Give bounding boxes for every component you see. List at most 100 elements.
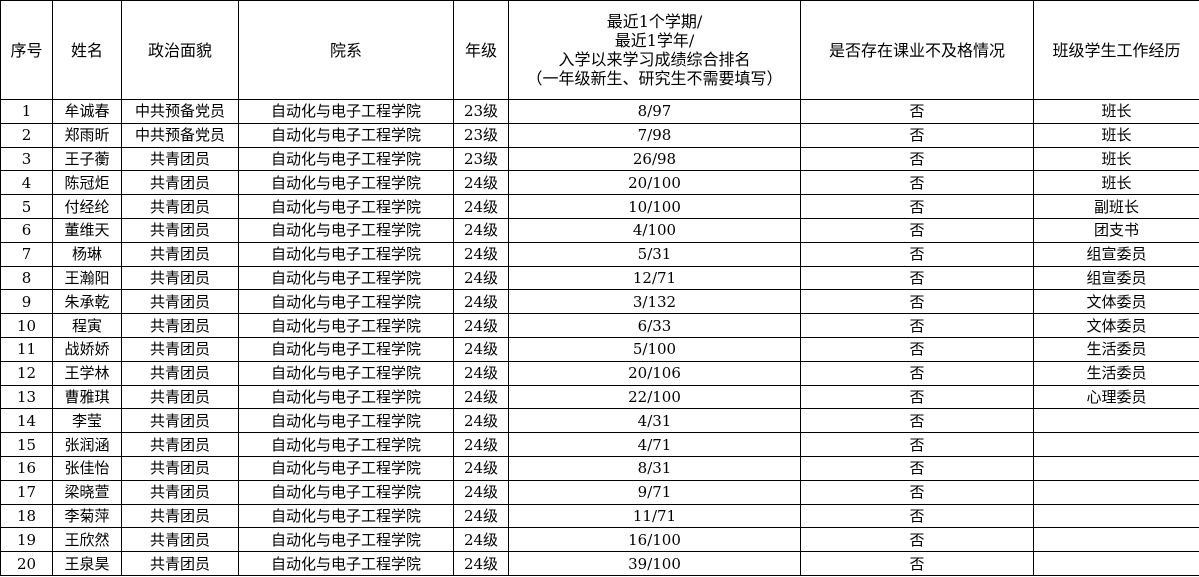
table-row: 5 付经纶 共青团员 自动化与电子工程学院 24级 10/100 否副班长: [0, 194, 1199, 219]
table-cell: 12: [0, 360, 53, 386]
table-row: 4 陈冠炬 共青团员 自动化与电子工程学院 24级 20/100 否班长: [0, 170, 1199, 196]
table-cell: 20: [0, 551, 53, 576]
table-cell: 13: [0, 384, 53, 410]
table-cell: 14: [0, 408, 53, 434]
table-cell: 否: [800, 265, 1034, 291]
table-row: 19 王欣然 共青团员 自动化与电子工程学院 24级 16/100 否: [0, 527, 1199, 553]
table-body: 1 牟诚春 中共预备党员 自动化与电子工程学院 23级 8/97 否班长 2 郑雨昕 中共预备党员…: [0, 99, 1199, 576]
table-cell: 否: [800, 551, 1034, 576]
table-cell: 班长: [1033, 170, 1199, 196]
table-cell: 2: [0, 122, 53, 148]
table-cell: 23级: [453, 99, 509, 124]
table-row: 17 梁晓萱 共青团员 自动化与电子工程学院 24级 9/71 否: [0, 479, 1199, 505]
table-cell: 自动化与电子工程学院: [238, 265, 454, 291]
empty-cell: [1033, 408, 1199, 434]
table-cell: 5/31: [508, 241, 801, 267]
table-row: 9 朱承乾 共青团员 自动化与电子工程学院 24级 3/132 否文体委员: [0, 289, 1199, 315]
table-cell: 24级: [453, 384, 509, 410]
table-cell: 否: [800, 503, 1034, 529]
table-cell: 王子蘅: [52, 146, 122, 172]
empty-cell: [1033, 455, 1199, 481]
table-cell: 24级: [453, 170, 509, 196]
header-cell: 年级: [453, 0, 509, 100]
table-row: 2 郑雨昕 中共预备党员 自动化与电子工程学院 23级 7/98 否班长: [0, 122, 1199, 148]
table-row: 1 牟诚春 中共预备党员 自动化与电子工程学院 23级 8/97 否班长: [0, 99, 1199, 124]
table-cell: 24级: [453, 336, 509, 362]
table-row: 14 李莹 共青团员 自动化与电子工程学院 24级 4/31 否: [0, 408, 1199, 434]
table-cell: 10/100: [508, 194, 801, 219]
table-cell: 王瀚阳: [52, 265, 122, 291]
table-cell: 18: [0, 503, 53, 529]
table-cell: 9: [0, 289, 53, 315]
table-cell: 自动化与电子工程学院: [238, 527, 454, 553]
table-cell: 班长: [1033, 146, 1199, 172]
empty-cell: [1033, 503, 1199, 529]
empty-cell: [1033, 527, 1199, 553]
table-cell: 陈冠炬: [52, 170, 122, 196]
table-cell: 王学林: [52, 360, 122, 386]
header-cell: 是否存在课业不及格情况: [800, 0, 1034, 100]
table-cell: 组宣委员: [1033, 241, 1199, 267]
table-cell: 自动化与电子工程学院: [238, 408, 454, 434]
table-cell: 王泉昊: [52, 551, 122, 576]
table-cell: 郑雨昕: [52, 122, 122, 148]
table-cell: 否: [800, 122, 1034, 148]
header-cell: 最近1个学期/最近1学年/入学以来学习成绩综合排名 （一年级新生、研究生不需要填写…: [508, 0, 801, 100]
table-cell: 文体委员: [1033, 289, 1199, 315]
table-cell: 17: [0, 479, 53, 505]
table-cell: 16: [0, 455, 53, 481]
header-line: 最近1个学期/: [606, 12, 703, 31]
table-cell: 39/100: [508, 551, 801, 576]
table-cell: 班长: [1033, 122, 1199, 148]
table-cell: 自动化与电子工程学院: [238, 432, 454, 457]
table-row: 10 程寅 共青团员 自动化与电子工程学院 24级 6/33 否文体委员: [0, 313, 1199, 338]
table-cell: 22/100: [508, 384, 801, 410]
table-cell: 否: [800, 455, 1034, 481]
table-cell: 付经纶: [52, 194, 122, 219]
table-cell: 5: [0, 194, 53, 219]
table-cell: 自动化与电子工程学院: [238, 503, 454, 529]
table-cell: 生活委员: [1033, 336, 1199, 362]
table-row: 15 张润涵 共青团员 自动化与电子工程学院 24级 4/71 否: [0, 432, 1199, 457]
header-cell: 政治面貌: [121, 0, 239, 100]
table-cell: 24级: [453, 194, 509, 219]
table-cell: 自动化与电子工程学院: [238, 479, 454, 505]
table-row: 8 王瀚阳 共青团员 自动化与电子工程学院 24级 12/71 否组宣委员: [0, 265, 1199, 291]
table-cell: 24级: [453, 527, 509, 553]
table-cell: 自动化与电子工程学院: [238, 241, 454, 267]
table-cell: 副班长: [1033, 194, 1199, 219]
empty-cell: [1033, 479, 1199, 505]
table-row: 11 战娇娇 共青团员 自动化与电子工程学院 24级 5/100 否生活委员: [0, 336, 1199, 362]
table-cell: 8/97: [508, 99, 801, 124]
table-cell: 否: [800, 432, 1034, 457]
table-cell: 自动化与电子工程学院: [238, 551, 454, 576]
table-cell: 共青团员: [121, 194, 239, 219]
table-cell: 6/33: [508, 313, 801, 338]
table-cell: 自动化与电子工程学院: [238, 146, 454, 172]
table-cell: 6: [0, 217, 53, 243]
table-row: 20 王泉昊 共青团员 自动化与电子工程学院 24级 39/100 否: [0, 551, 1199, 576]
table-cell: 4: [0, 170, 53, 196]
table-cell: 团支书: [1033, 217, 1199, 243]
table-cell: 3/132: [508, 289, 801, 315]
table-cell: 共青团员: [121, 360, 239, 386]
table-cell: 自动化与电子工程学院: [238, 217, 454, 243]
table-cell: 共青团员: [121, 217, 239, 243]
table-cell: 否: [800, 170, 1034, 196]
table-cell: 24级: [453, 408, 509, 434]
table-cell: 组宣委员: [1033, 265, 1199, 291]
table-cell: 24级: [453, 503, 509, 529]
table-cell: 24级: [453, 241, 509, 267]
table-cell: 否: [800, 146, 1034, 172]
table-cell: 自动化与电子工程学院: [238, 313, 454, 338]
table-cell: 12/71: [508, 265, 801, 291]
table-row: 16 张佳怡 共青团员 自动化与电子工程学院 24级 8/31 否: [0, 455, 1199, 481]
table-cell: 20/106: [508, 360, 801, 386]
table-row: 7 杨琳 共青团员 自动化与电子工程学院 24级 5/31 否组宣委员: [0, 241, 1199, 267]
table-cell: 共青团员: [121, 455, 239, 481]
table-cell: 20/100: [508, 170, 801, 196]
table-row: 3 王子蘅 共青团员 自动化与电子工程学院 23级 26/98 否班长: [0, 146, 1199, 172]
table-cell: 王欣然: [52, 527, 122, 553]
table-row: 13 曹雅琪 共青团员 自动化与电子工程学院 24级 22/100 否心理委员: [0, 384, 1199, 410]
